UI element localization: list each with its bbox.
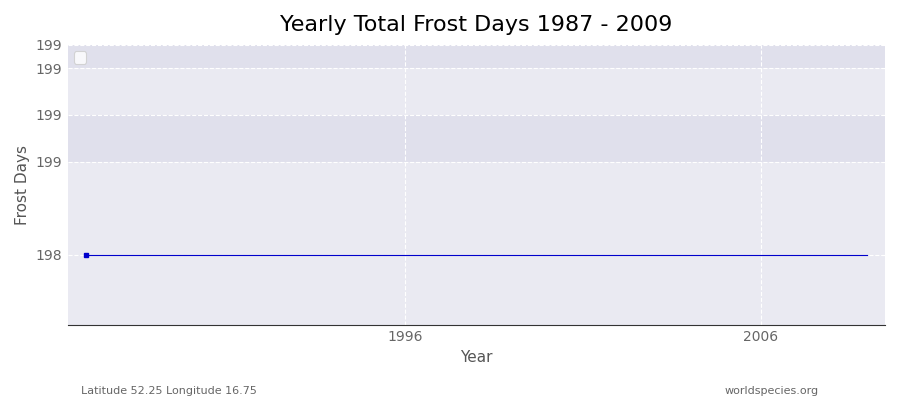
- Bar: [68, 68, 885, 115]
- Bar: [68, 45, 885, 68]
- Legend: : [74, 51, 86, 64]
- Text: worldspecies.org: worldspecies.org: [724, 386, 819, 396]
- Title: Yearly Total Frost Days 1987 - 2009: Yearly Total Frost Days 1987 - 2009: [280, 15, 672, 35]
- Bar: [68, 115, 885, 162]
- X-axis label: Year: Year: [460, 350, 492, 365]
- Y-axis label: Frost Days: Frost Days: [15, 145, 30, 225]
- Bar: [68, 162, 885, 255]
- Text: Latitude 52.25 Longitude 16.75: Latitude 52.25 Longitude 16.75: [81, 386, 256, 396]
